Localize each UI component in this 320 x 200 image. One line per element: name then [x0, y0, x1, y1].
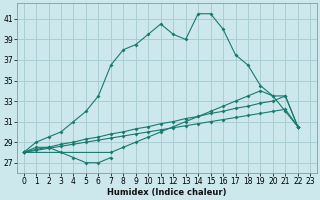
X-axis label: Humidex (Indice chaleur): Humidex (Indice chaleur) [107, 188, 227, 197]
